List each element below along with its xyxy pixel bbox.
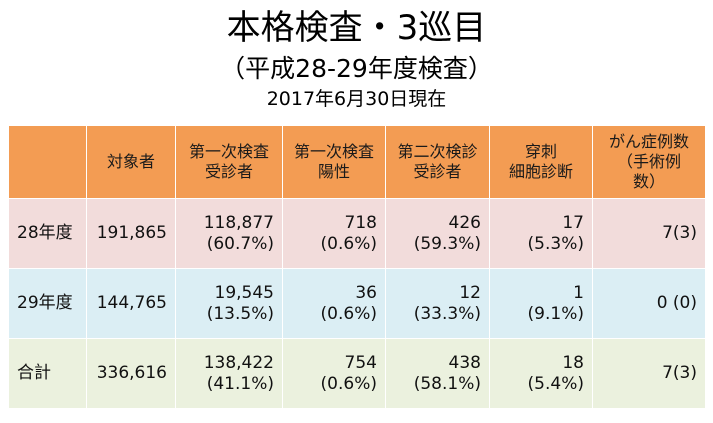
cell-value: 426 <box>448 212 481 233</box>
cell-value: 118,877 <box>203 212 274 233</box>
cell-percent: (41.1%) <box>206 373 274 394</box>
cell-secondary-examinees: 426 (59.3%) <box>385 198 490 269</box>
header-text: 第二次検診 <box>397 142 478 161</box>
cell-value: 718 <box>344 212 377 233</box>
cell-primary-positive: 754 (0.6%) <box>282 338 386 409</box>
header-text: 第一次検査 <box>293 142 374 161</box>
cell-value: 191,865 <box>96 223 167 243</box>
cell-value: 0 (0) <box>656 293 697 313</box>
cell-value: 138,422 <box>203 352 274 373</box>
cell-primary-positive: 718 (0.6%) <box>282 198 386 269</box>
cell-subjects: 191,865 <box>86 198 176 269</box>
cell-value: 754 <box>344 352 377 373</box>
header-text: （手術例 <box>616 152 681 171</box>
header-text: 受診者 <box>204 162 253 181</box>
cell-secondary-examinees: 12 (33.3%) <box>385 268 490 339</box>
cell-primary-examinees: 138,422 (41.1%) <box>175 338 283 409</box>
page-title: 本格検査・3巡目 <box>226 8 487 48</box>
cell-primary-examinees: 118,877 (60.7%) <box>175 198 283 269</box>
cell-value: 7(3) <box>662 363 697 383</box>
cell-fine-needle-cytology: 18 (5.4%) <box>489 338 593 409</box>
cell-value: 12 <box>459 282 481 303</box>
screening-results-table: 対象者 第一次検査 受診者 第一次検査 陽性 第二次検診 受診者 穿刺 細胞診断… <box>8 125 706 409</box>
table-row-fy28: 28年度 191,865 118,877 (60.7%) 718 (0.6%) … <box>8 198 706 269</box>
header-text: がん症例数 <box>608 132 689 151</box>
cell-subjects: 144,765 <box>86 268 176 339</box>
cell-value: 19,545 <box>214 282 274 303</box>
header-cell-fine-needle-cytology: 穿刺 細胞診断 <box>489 125 593 199</box>
row-label: 合計 <box>8 338 87 409</box>
cell-percent: (5.3%) <box>527 233 584 254</box>
cell-percent: (0.6%) <box>320 373 377 394</box>
cell-percent: (60.7%) <box>206 233 274 254</box>
header-row: 対象者 第一次検査 受診者 第一次検査 陽性 第二次検診 受診者 穿刺 細胞診断… <box>8 125 706 199</box>
cell-value: 18 <box>562 352 584 373</box>
cell-percent: (0.6%) <box>320 233 377 254</box>
cell-value: 1 <box>573 282 584 303</box>
cell-secondary-examinees: 438 (58.1%) <box>385 338 490 409</box>
header-cell-secondary-examinees: 第二次検診 受診者 <box>385 125 490 199</box>
header-text: 陽性 <box>317 162 350 181</box>
header-cell-primary-examinees: 第一次検査 受診者 <box>175 125 283 199</box>
as-of-date: 2017年6月30日現在 <box>266 88 447 110</box>
row-label: 29年度 <box>8 268 87 339</box>
cell-value: 17 <box>562 212 584 233</box>
cell-fine-needle-cytology: 17 (5.3%) <box>489 198 593 269</box>
header-cell-row-label <box>8 125 87 199</box>
cell-cancer-cases: 7(3) <box>592 338 706 409</box>
cell-percent: (0.6%) <box>320 303 377 324</box>
header-cell-cancer-cases: がん症例数 （手術例 数） <box>592 125 706 199</box>
cell-cancer-cases: 0 (0) <box>592 268 706 339</box>
row-label: 28年度 <box>8 198 87 269</box>
cell-percent: (59.3%) <box>413 233 481 254</box>
cell-percent: (33.3%) <box>413 303 481 324</box>
cell-percent: (13.5%) <box>206 303 274 324</box>
table-row-total: 合計 336,616 138,422 (41.1%) 754 (0.6%) 43… <box>8 338 706 409</box>
cell-percent: (58.1%) <box>413 373 481 394</box>
cell-primary-positive: 36 (0.6%) <box>282 268 386 339</box>
cell-primary-examinees: 19,545 (13.5%) <box>175 268 283 339</box>
table-row-fy29: 29年度 144,765 19,545 (13.5%) 36 (0.6%) 12… <box>8 268 706 339</box>
header-text: 細胞診断 <box>508 162 573 181</box>
cell-value: 438 <box>448 352 481 373</box>
cell-value: 336,616 <box>96 363 167 383</box>
cell-value: 7(3) <box>662 223 697 243</box>
header-text: 受診者 <box>413 162 462 181</box>
cell-cancer-cases: 7(3) <box>592 198 706 269</box>
page-subtitle: （平成28-29年度検査） <box>220 54 493 83</box>
header-cell-subjects: 対象者 <box>86 125 176 199</box>
header-cell-primary-positive: 第一次検査 陽性 <box>282 125 386 199</box>
header-text: 数） <box>632 172 665 191</box>
cell-value: 144,765 <box>96 293 167 313</box>
cell-percent: (5.4%) <box>527 373 584 394</box>
cell-subjects: 336,616 <box>86 338 176 409</box>
cell-value: 36 <box>355 282 377 303</box>
header-text: 対象者 <box>106 152 155 171</box>
cell-percent: (9.1%) <box>527 303 584 324</box>
header-text: 穿刺 <box>524 142 557 161</box>
cell-fine-needle-cytology: 1 (9.1%) <box>489 268 593 339</box>
header-text: 第一次検査 <box>188 142 269 161</box>
